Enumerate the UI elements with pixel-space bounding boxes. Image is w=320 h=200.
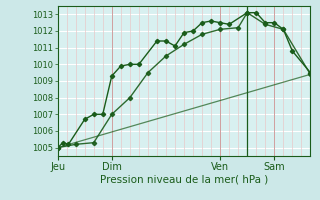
X-axis label: Pression niveau de la mer( hPa ): Pression niveau de la mer( hPa ) bbox=[100, 174, 268, 184]
